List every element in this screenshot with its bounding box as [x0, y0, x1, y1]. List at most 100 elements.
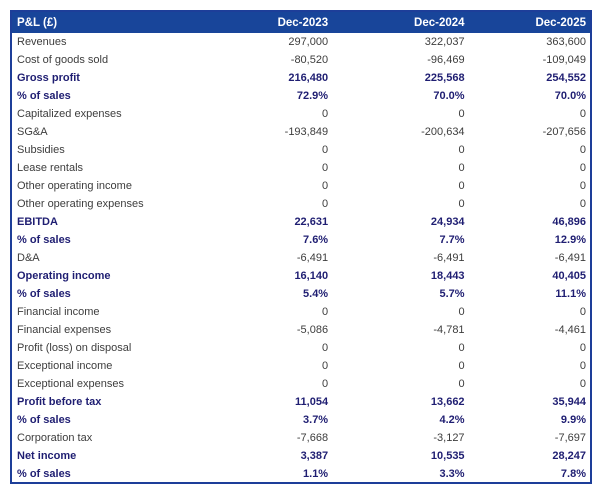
row-label: Lease rentals	[11, 159, 222, 177]
table-row: Other operating income 0 0 0	[11, 177, 591, 195]
row-value: -6,491	[332, 249, 469, 267]
table-row: SG&A -193,849 -200,634 -207,656	[11, 123, 591, 141]
row-value: 0	[221, 105, 333, 123]
row-label: % of sales	[11, 285, 222, 303]
row-value: 22,631	[221, 213, 333, 231]
row-value: 0	[332, 141, 469, 159]
row-value: 11,054	[221, 393, 333, 411]
row-label: % of sales	[11, 87, 222, 105]
row-value: -193,849	[221, 123, 333, 141]
row-value: 35,944	[468, 393, 591, 411]
row-label: Subsidies	[11, 141, 222, 159]
pnl-table: P&L (£) Dec-2023 Dec-2024 Dec-2025 Reven…	[10, 10, 592, 484]
row-value: -80,520	[221, 51, 333, 69]
row-value: 0	[468, 339, 591, 357]
row-label: Net income	[11, 447, 222, 465]
row-value: 0	[221, 141, 333, 159]
row-value: 46,896	[468, 213, 591, 231]
row-value: 0	[221, 339, 333, 357]
table-row: Financial expenses -5,086 -4,781 -4,461	[11, 321, 591, 339]
row-value: 3.7%	[221, 411, 333, 429]
row-value: 0	[221, 177, 333, 195]
table-row: Other operating expenses 0 0 0	[11, 195, 591, 213]
row-label: Operating income	[11, 267, 222, 285]
table-row: D&A -6,491 -6,491 -6,491	[11, 249, 591, 267]
row-value: -96,469	[332, 51, 469, 69]
table-row: EBITDA 22,631 24,934 46,896	[11, 213, 591, 231]
row-value: 254,552	[468, 69, 591, 87]
row-value: 0	[468, 357, 591, 375]
row-label: % of sales	[11, 411, 222, 429]
row-value: -5,086	[221, 321, 333, 339]
row-value: 0	[221, 375, 333, 393]
header-row: P&L (£) Dec-2023 Dec-2024 Dec-2025	[11, 11, 591, 33]
row-label: Profit (loss) on disposal	[11, 339, 222, 357]
row-value: 297,000	[221, 33, 333, 51]
row-value: 0	[468, 375, 591, 393]
row-value: -109,049	[468, 51, 591, 69]
table-row: Lease rentals 0 0 0	[11, 159, 591, 177]
row-value: -3,127	[332, 429, 469, 447]
row-value: 322,037	[332, 33, 469, 51]
row-value: 7.7%	[332, 231, 469, 249]
table-row: % of sales 3.7% 4.2% 9.9%	[11, 411, 591, 429]
pnl-table-header: P&L (£) Dec-2023 Dec-2024 Dec-2025	[11, 11, 591, 33]
row-label: % of sales	[11, 231, 222, 249]
table-row: Revenues 297,000 322,037 363,600	[11, 33, 591, 51]
row-value: 7.6%	[221, 231, 333, 249]
row-label: Financial income	[11, 303, 222, 321]
row-value: 7.8%	[468, 465, 591, 483]
header-col-dec-2025: Dec-2025	[468, 11, 591, 33]
row-label: Exceptional income	[11, 357, 222, 375]
header-col-dec-2023: Dec-2023	[221, 11, 333, 33]
row-label: Capitalized expenses	[11, 105, 222, 123]
header-title-pnl: P&L (£)	[11, 11, 222, 33]
row-value: 0	[468, 303, 591, 321]
row-value: 13,662	[332, 393, 469, 411]
row-value: 0	[332, 357, 469, 375]
row-value: 0	[468, 195, 591, 213]
row-value: 70.0%	[332, 87, 469, 105]
table-row: Operating income 16,140 18,443 40,405	[11, 267, 591, 285]
row-value: 0	[332, 159, 469, 177]
row-value: 0	[332, 105, 469, 123]
row-value: 9.9%	[468, 411, 591, 429]
row-value: -207,656	[468, 123, 591, 141]
row-value: 40,405	[468, 267, 591, 285]
row-value: 0	[332, 195, 469, 213]
row-value: 0	[332, 339, 469, 357]
row-value: 0	[221, 195, 333, 213]
row-value: 0	[468, 141, 591, 159]
row-value: 363,600	[468, 33, 591, 51]
table-row: % of sales 7.6% 7.7% 12.9%	[11, 231, 591, 249]
row-value: 0	[221, 303, 333, 321]
row-value: 216,480	[221, 69, 333, 87]
row-value: 0	[468, 159, 591, 177]
row-label: Financial expenses	[11, 321, 222, 339]
row-value: 12.9%	[468, 231, 591, 249]
row-value: 0	[468, 105, 591, 123]
table-row: Net income 3,387 10,535 28,247	[11, 447, 591, 465]
table-row: Capitalized expenses 0 0 0	[11, 105, 591, 123]
row-label: Revenues	[11, 33, 222, 51]
row-value: 10,535	[332, 447, 469, 465]
row-value: -6,491	[468, 249, 591, 267]
table-row: Exceptional expenses 0 0 0	[11, 375, 591, 393]
row-value: 0	[332, 375, 469, 393]
table-row: % of sales 5.4% 5.7% 11.1%	[11, 285, 591, 303]
table-row: Corporation tax -7,668 -3,127 -7,697	[11, 429, 591, 447]
table-row: % of sales 1.1% 3.3% 7.8%	[11, 465, 591, 483]
row-label: Profit before tax	[11, 393, 222, 411]
table-row: % of sales 72.9% 70.0% 70.0%	[11, 87, 591, 105]
table-row: Exceptional income 0 0 0	[11, 357, 591, 375]
table-row: Profit (loss) on disposal 0 0 0	[11, 339, 591, 357]
row-value: 16,140	[221, 267, 333, 285]
row-value: 4.2%	[332, 411, 469, 429]
row-value: 5.4%	[221, 285, 333, 303]
table-row: Gross profit 216,480 225,568 254,552	[11, 69, 591, 87]
row-value: 0	[221, 357, 333, 375]
pnl-table-body: Revenues 297,000 322,037 363,600 Cost of goo…	[11, 33, 591, 483]
row-value: 3,387	[221, 447, 333, 465]
row-value: 18,443	[332, 267, 469, 285]
